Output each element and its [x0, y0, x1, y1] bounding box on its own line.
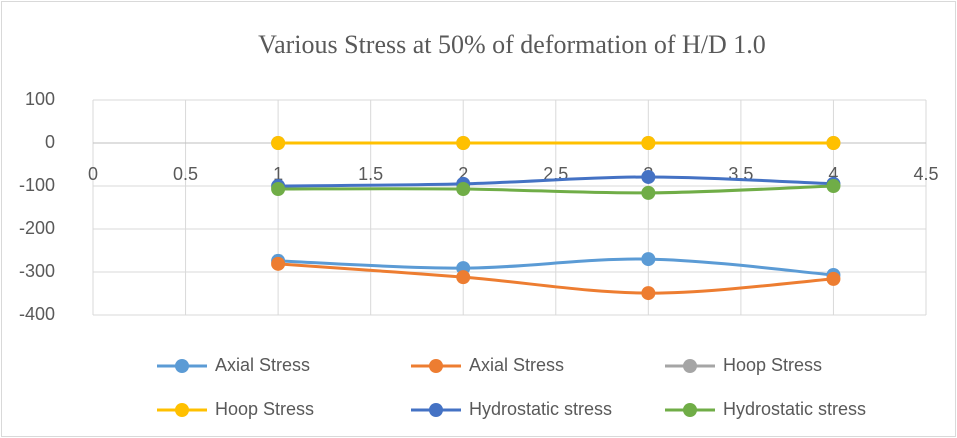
data-point — [456, 136, 471, 150]
legend-marker — [683, 359, 697, 373]
data-point — [641, 286, 656, 301]
x-tick-label: 0.5 — [173, 164, 198, 184]
legend-marker — [429, 359, 443, 373]
data-point — [641, 136, 656, 150]
legend-label: Hydrostatic stress — [723, 399, 866, 419]
legend-marker — [683, 403, 697, 417]
x-tick-label: 1 — [273, 164, 283, 184]
y-tick-label: -300 — [19, 261, 55, 281]
y-tick-label: 0 — [45, 132, 55, 152]
data-point — [826, 136, 841, 150]
x-tick-label: 2 — [458, 164, 468, 184]
y-tick-label: -100 — [19, 175, 55, 195]
legend-marker — [175, 359, 189, 373]
data-point — [641, 252, 656, 267]
data-point — [826, 271, 841, 286]
x-tick-label: 4 — [828, 164, 838, 184]
y-tick-label: -400 — [19, 304, 55, 324]
y-tick-label: -200 — [19, 218, 55, 238]
data-point — [271, 256, 286, 271]
legend-label: Axial Stress — [215, 355, 310, 375]
data-point — [826, 179, 841, 193]
x-tick-label: 1.5 — [358, 164, 383, 184]
legend-label: Hydrostatic stress — [469, 399, 612, 419]
x-tick-label: 0 — [88, 164, 98, 184]
series-line — [278, 175, 834, 188]
legend-label: Hoop Stress — [215, 399, 314, 419]
data-point — [456, 270, 471, 285]
series-line — [278, 257, 834, 277]
series-line — [278, 262, 834, 295]
y-tick-label: 100 — [25, 89, 55, 109]
data-point — [271, 136, 286, 150]
data-point — [271, 182, 286, 197]
chart-title: Various Stress at 50% of deformation of … — [258, 30, 766, 59]
legend-marker — [175, 403, 189, 417]
legend-label: Axial Stress — [469, 355, 564, 375]
legend-label: Hoop Stress — [723, 355, 822, 375]
data-point — [641, 169, 656, 184]
data-point — [456, 182, 471, 197]
data-point — [641, 185, 656, 200]
series-line — [278, 184, 834, 195]
legend-marker — [429, 403, 443, 417]
x-tick-label: 4.5 — [913, 164, 938, 184]
